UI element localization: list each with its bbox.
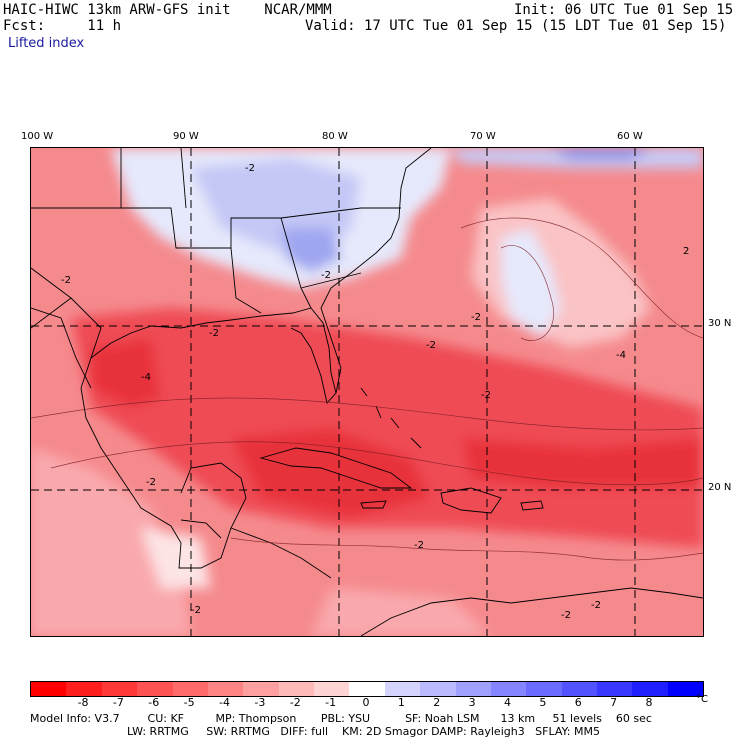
contour-label: 2 [683, 246, 689, 257]
model-info-row2: LW: RRTMG SW: RRTMG DIFF: full KM: 2D Sm… [127, 725, 600, 738]
colorbar-tick-label: 2 [433, 696, 441, 709]
colorbar-tick-label: 4 [503, 696, 511, 709]
valid-time: Valid: 17 UTC Tue 01 Sep 15 (15 LDT Tue … [305, 18, 727, 34]
colorbar-swatch [490, 682, 527, 696]
colorbar-tick-label: -4 [219, 696, 230, 709]
colorbar-tick-label: 8 [645, 696, 653, 709]
contour-label: -2 [481, 390, 491, 401]
colorbar-swatch [31, 682, 67, 696]
colorbar-tick-label: -8 [77, 696, 89, 709]
colorbar-tick-label: 1 [397, 696, 405, 709]
lat-label-20n: 20 N [708, 482, 732, 493]
contour-label: -2 [209, 328, 219, 339]
contour-label: -2 [591, 600, 601, 611]
colorbar-tick-label: 3 [468, 696, 476, 709]
colorbar-unit: °C [696, 694, 708, 705]
init-time: Init: 06 UTC Tue 01 Sep 15 [514, 2, 734, 18]
colorbar-tick-label: -5 [183, 696, 195, 709]
colorbar-tick-label: 7 [610, 696, 618, 709]
colorbar-swatch [278, 682, 314, 696]
colorbar-swatch [172, 682, 208, 696]
colorbar-tick-label: -2 [289, 696, 301, 709]
colorbar-swatch [349, 682, 385, 696]
lon-label-60w: 60 W [617, 131, 643, 142]
contour-label: -2 [414, 540, 424, 551]
lon-label-70w: 70 W [470, 131, 496, 142]
colorbar-tick-label: 5 [539, 696, 547, 709]
contour-label: -2 [561, 610, 571, 621]
model-info-row1: Model Info: V3.7 CU: KF MP: Thompson PBL… [30, 712, 652, 725]
colorbar-swatch [632, 682, 668, 696]
contour-label: -2 [321, 270, 331, 281]
contour-label: -2 [191, 605, 201, 616]
lat-label-30n: 30 N [708, 318, 732, 329]
forecast-hour: Fcst: 11 h [3, 18, 122, 34]
colorbar-tick-label: -1 [325, 696, 337, 709]
colorbar [30, 681, 704, 697]
contour-label: -2 [426, 340, 436, 351]
lon-label-90w: 90 W [173, 131, 199, 142]
contour-label: -4 [141, 372, 151, 383]
colorbar-swatch [667, 682, 704, 696]
colorbar-swatch [101, 682, 138, 696]
colorbar-tick-label: 6 [574, 696, 582, 709]
lon-label-100w: 100 W [21, 131, 54, 142]
colorbar-swatch [384, 682, 421, 696]
field-name: Lifted index [8, 36, 85, 51]
colorbar-tick-label: -7 [112, 696, 124, 709]
lifted-index-map[interactable]: -2 -2 -2 -2 -2 -2 -2 -2 -4 -4 -2 -2 -2 -… [30, 147, 704, 637]
contour-label: -2 [61, 275, 71, 286]
colorbar-swatch [314, 682, 350, 696]
colorbar-swatch [137, 682, 173, 696]
colorbar-swatch [243, 682, 279, 696]
colorbar-swatch [597, 682, 633, 696]
colorbar-swatch [561, 682, 597, 696]
colorbar-swatch [526, 682, 562, 696]
contour-label: -4 [616, 350, 626, 361]
contour-label: -2 [245, 163, 255, 174]
colorbar-swatch [420, 682, 456, 696]
colorbar-swatch [455, 682, 491, 696]
contour-label: -2 [471, 312, 481, 323]
colorbar-tick-label: -3 [254, 696, 266, 709]
model-title: HAIC-HIWC 13km ARW-GFS init NCAR/MMM [3, 2, 332, 18]
contour-label: -2 [146, 477, 156, 488]
colorbar-tick-label: -6 [148, 696, 160, 709]
lon-label-80w: 80 W [322, 131, 348, 142]
colorbar-swatch [207, 682, 244, 696]
colorbar-swatch [66, 682, 102, 696]
colorbar-tick-label: 0 [362, 696, 370, 709]
